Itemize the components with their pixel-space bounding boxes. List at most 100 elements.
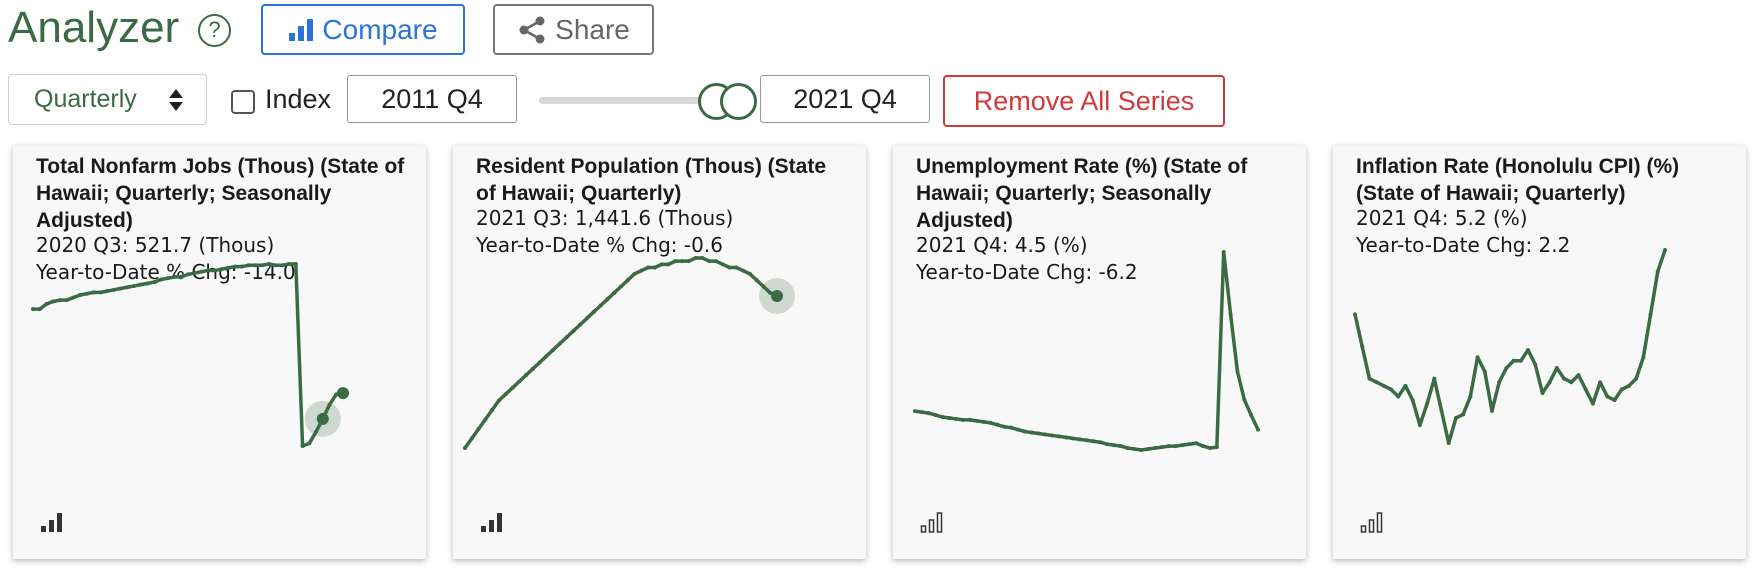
sparkline-chart xyxy=(1353,248,1667,445)
data-point xyxy=(666,262,671,267)
data-point xyxy=(266,262,271,266)
data-point xyxy=(1475,355,1480,360)
index-checkbox[interactable] xyxy=(231,90,255,114)
data-point xyxy=(1663,248,1667,252)
data-point xyxy=(967,417,972,422)
data-point xyxy=(132,283,137,288)
data-point xyxy=(1482,369,1487,374)
data-point xyxy=(995,422,1000,427)
data-point xyxy=(1125,446,1130,451)
data-point xyxy=(639,268,644,273)
data-point xyxy=(659,262,664,267)
end-point xyxy=(337,387,349,400)
data-point xyxy=(646,265,651,270)
data-point xyxy=(226,265,231,270)
data-point xyxy=(1201,444,1206,449)
data-point xyxy=(1533,362,1538,367)
data-point xyxy=(1187,442,1192,447)
data-point xyxy=(1410,398,1415,403)
data-point xyxy=(1353,312,1357,317)
data-point xyxy=(605,297,610,302)
end-date-field[interactable]: 2021 Q4 xyxy=(760,75,930,123)
data-point xyxy=(192,271,197,276)
data-point xyxy=(1576,373,1581,378)
compare-button[interactable]: Compare xyxy=(261,4,465,55)
data-point xyxy=(1146,447,1151,452)
data-point xyxy=(179,274,184,279)
series-card[interactable]: Inflation Rate (Honolulu CPI) (%) (State… xyxy=(1333,146,1746,559)
data-point xyxy=(707,259,712,264)
slider-end-handle[interactable] xyxy=(720,83,757,120)
data-point xyxy=(78,292,83,297)
data-point xyxy=(585,316,590,321)
data-point xyxy=(172,274,177,279)
data-point xyxy=(524,373,529,378)
index-label: Index xyxy=(265,84,332,114)
data-point xyxy=(503,392,508,397)
sparkline-chart xyxy=(463,256,795,450)
bar-chart-outline-icon[interactable] xyxy=(920,511,944,533)
data-point xyxy=(199,269,204,274)
share-label: Share xyxy=(555,13,630,45)
start-date-field[interactable]: 2011 Q4 xyxy=(347,75,517,123)
data-point xyxy=(1605,394,1610,399)
data-point xyxy=(1043,432,1048,437)
share-button[interactable]: Share xyxy=(493,4,654,55)
data-point xyxy=(145,281,150,286)
frequency-select[interactable]: Quarterly xyxy=(8,74,207,125)
data-point xyxy=(206,268,211,273)
data-point xyxy=(307,441,312,446)
data-point xyxy=(287,262,292,266)
data-point xyxy=(1228,312,1233,317)
data-point xyxy=(1360,344,1365,349)
data-point xyxy=(64,298,69,303)
bar-chart-outline-icon[interactable] xyxy=(1360,511,1384,533)
help-icon[interactable]: ? xyxy=(198,14,231,47)
data-point xyxy=(741,268,746,273)
data-point xyxy=(253,263,258,268)
highlight-point xyxy=(316,412,329,425)
data-point xyxy=(233,264,238,269)
sort-caret-icon xyxy=(169,89,183,111)
data-point xyxy=(490,408,495,412)
data-point xyxy=(1036,431,1041,436)
series-card[interactable]: Total Nonfarm Jobs (Thous) (State of Haw… xyxy=(13,146,426,559)
data-point xyxy=(1526,348,1531,353)
bar-chart-icon xyxy=(289,18,314,41)
data-point xyxy=(571,328,576,333)
data-point xyxy=(1111,443,1116,448)
data-point xyxy=(111,287,116,292)
bar-chart-filled-icon[interactable] xyxy=(40,511,64,533)
data-point xyxy=(165,276,170,281)
data-point xyxy=(1132,447,1137,452)
data-point xyxy=(1159,445,1164,450)
series-card[interactable]: Unemployment Rate (%) (State of Hawaii; … xyxy=(893,146,1306,559)
data-point xyxy=(988,420,993,425)
data-point xyxy=(1242,397,1247,402)
data-point xyxy=(1562,376,1567,381)
data-point xyxy=(1489,408,1494,413)
data-point xyxy=(1569,380,1574,385)
date-range-slider[interactable] xyxy=(539,97,739,104)
data-point xyxy=(1077,437,1082,442)
data-point xyxy=(1180,443,1185,448)
data-point xyxy=(625,278,630,283)
series-title[interactable]: Unemployment Rate (%) (State of Hawaii; … xyxy=(916,155,1248,232)
bar-chart-filled-icon[interactable] xyxy=(480,511,504,533)
data-point xyxy=(91,290,96,295)
series-card[interactable]: Resident Population (Thous) (State of Ha… xyxy=(453,146,866,559)
series-title[interactable]: Resident Population (Thous) (State of Ha… xyxy=(476,155,826,205)
remove-all-series-button[interactable]: Remove All Series xyxy=(943,75,1225,127)
data-point xyxy=(1214,445,1219,450)
series-change: Year-to-Date Chg: -6.2 xyxy=(916,260,1138,284)
data-point xyxy=(713,259,718,264)
data-point xyxy=(1540,390,1545,395)
data-point xyxy=(747,271,752,276)
data-point xyxy=(212,268,217,273)
series-title[interactable]: Inflation Rate (Honolulu CPI) (%) (State… xyxy=(1356,155,1680,205)
series-title[interactable]: Total Nonfarm Jobs (Thous) (State of Haw… xyxy=(36,155,405,232)
data-point xyxy=(926,411,931,416)
series-line xyxy=(33,262,344,448)
data-point xyxy=(71,295,76,300)
series-value: 2021 Q4: 4.5 (%) xyxy=(916,233,1088,257)
